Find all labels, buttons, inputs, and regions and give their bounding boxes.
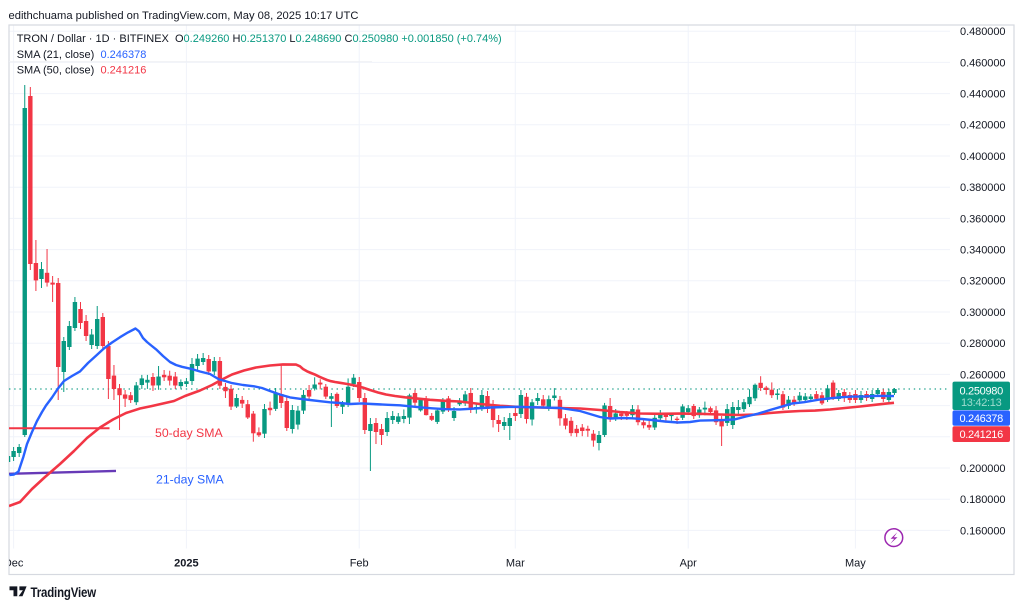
svg-text:0.180000: 0.180000 — [960, 494, 1005, 506]
svg-text:SMA (21, close) 0.246378: SMA (21, close) 0.246378 — [17, 49, 147, 61]
svg-text:0.380000: 0.380000 — [960, 182, 1005, 194]
svg-text:edithchuama published on Tradi: edithchuama published on TradingView.com… — [9, 10, 359, 22]
svg-text:0.300000: 0.300000 — [960, 307, 1005, 319]
svg-text:0.260000: 0.260000 — [960, 369, 1005, 381]
svg-text:21-day SMA: 21-day SMA — [156, 473, 224, 487]
svg-text:TradingView: TradingView — [31, 585, 97, 600]
svg-text:Mar: Mar — [506, 558, 525, 570]
svg-text:2025: 2025 — [174, 558, 198, 570]
svg-text:0.460000: 0.460000 — [960, 57, 1005, 69]
svg-text:May: May — [845, 558, 866, 570]
svg-text:0.241216: 0.241216 — [959, 429, 1003, 441]
svg-text:TRON / Dollar · 1D · BITFINEX: TRON / Dollar · 1D · BITFINEX O0.249260 … — [17, 33, 502, 45]
svg-text:0.160000: 0.160000 — [960, 525, 1005, 537]
svg-text:0.280000: 0.280000 — [960, 338, 1005, 350]
svg-text:0.440000: 0.440000 — [960, 89, 1005, 101]
svg-text:Apr: Apr — [680, 558, 697, 570]
svg-text:SMA (50, close) 0.241216: SMA (50, close) 0.241216 — [17, 64, 147, 76]
svg-text:Dec: Dec — [4, 558, 24, 570]
svg-text:0.420000: 0.420000 — [960, 120, 1005, 132]
svg-text:0.340000: 0.340000 — [960, 245, 1005, 257]
svg-text:Feb: Feb — [350, 558, 369, 570]
svg-text:0.200000: 0.200000 — [960, 463, 1005, 475]
svg-text:0.480000: 0.480000 — [960, 26, 1005, 38]
svg-text:0.250980: 0.250980 — [959, 385, 1003, 397]
svg-text:0.400000: 0.400000 — [960, 151, 1005, 163]
svg-text:0.320000: 0.320000 — [960, 276, 1005, 288]
svg-text:13:42:13: 13:42:13 — [961, 397, 1002, 409]
svg-text:50-day SMA: 50-day SMA — [155, 426, 223, 440]
svg-text:0.246378: 0.246378 — [959, 413, 1003, 425]
svg-text:0.360000: 0.360000 — [960, 213, 1005, 225]
